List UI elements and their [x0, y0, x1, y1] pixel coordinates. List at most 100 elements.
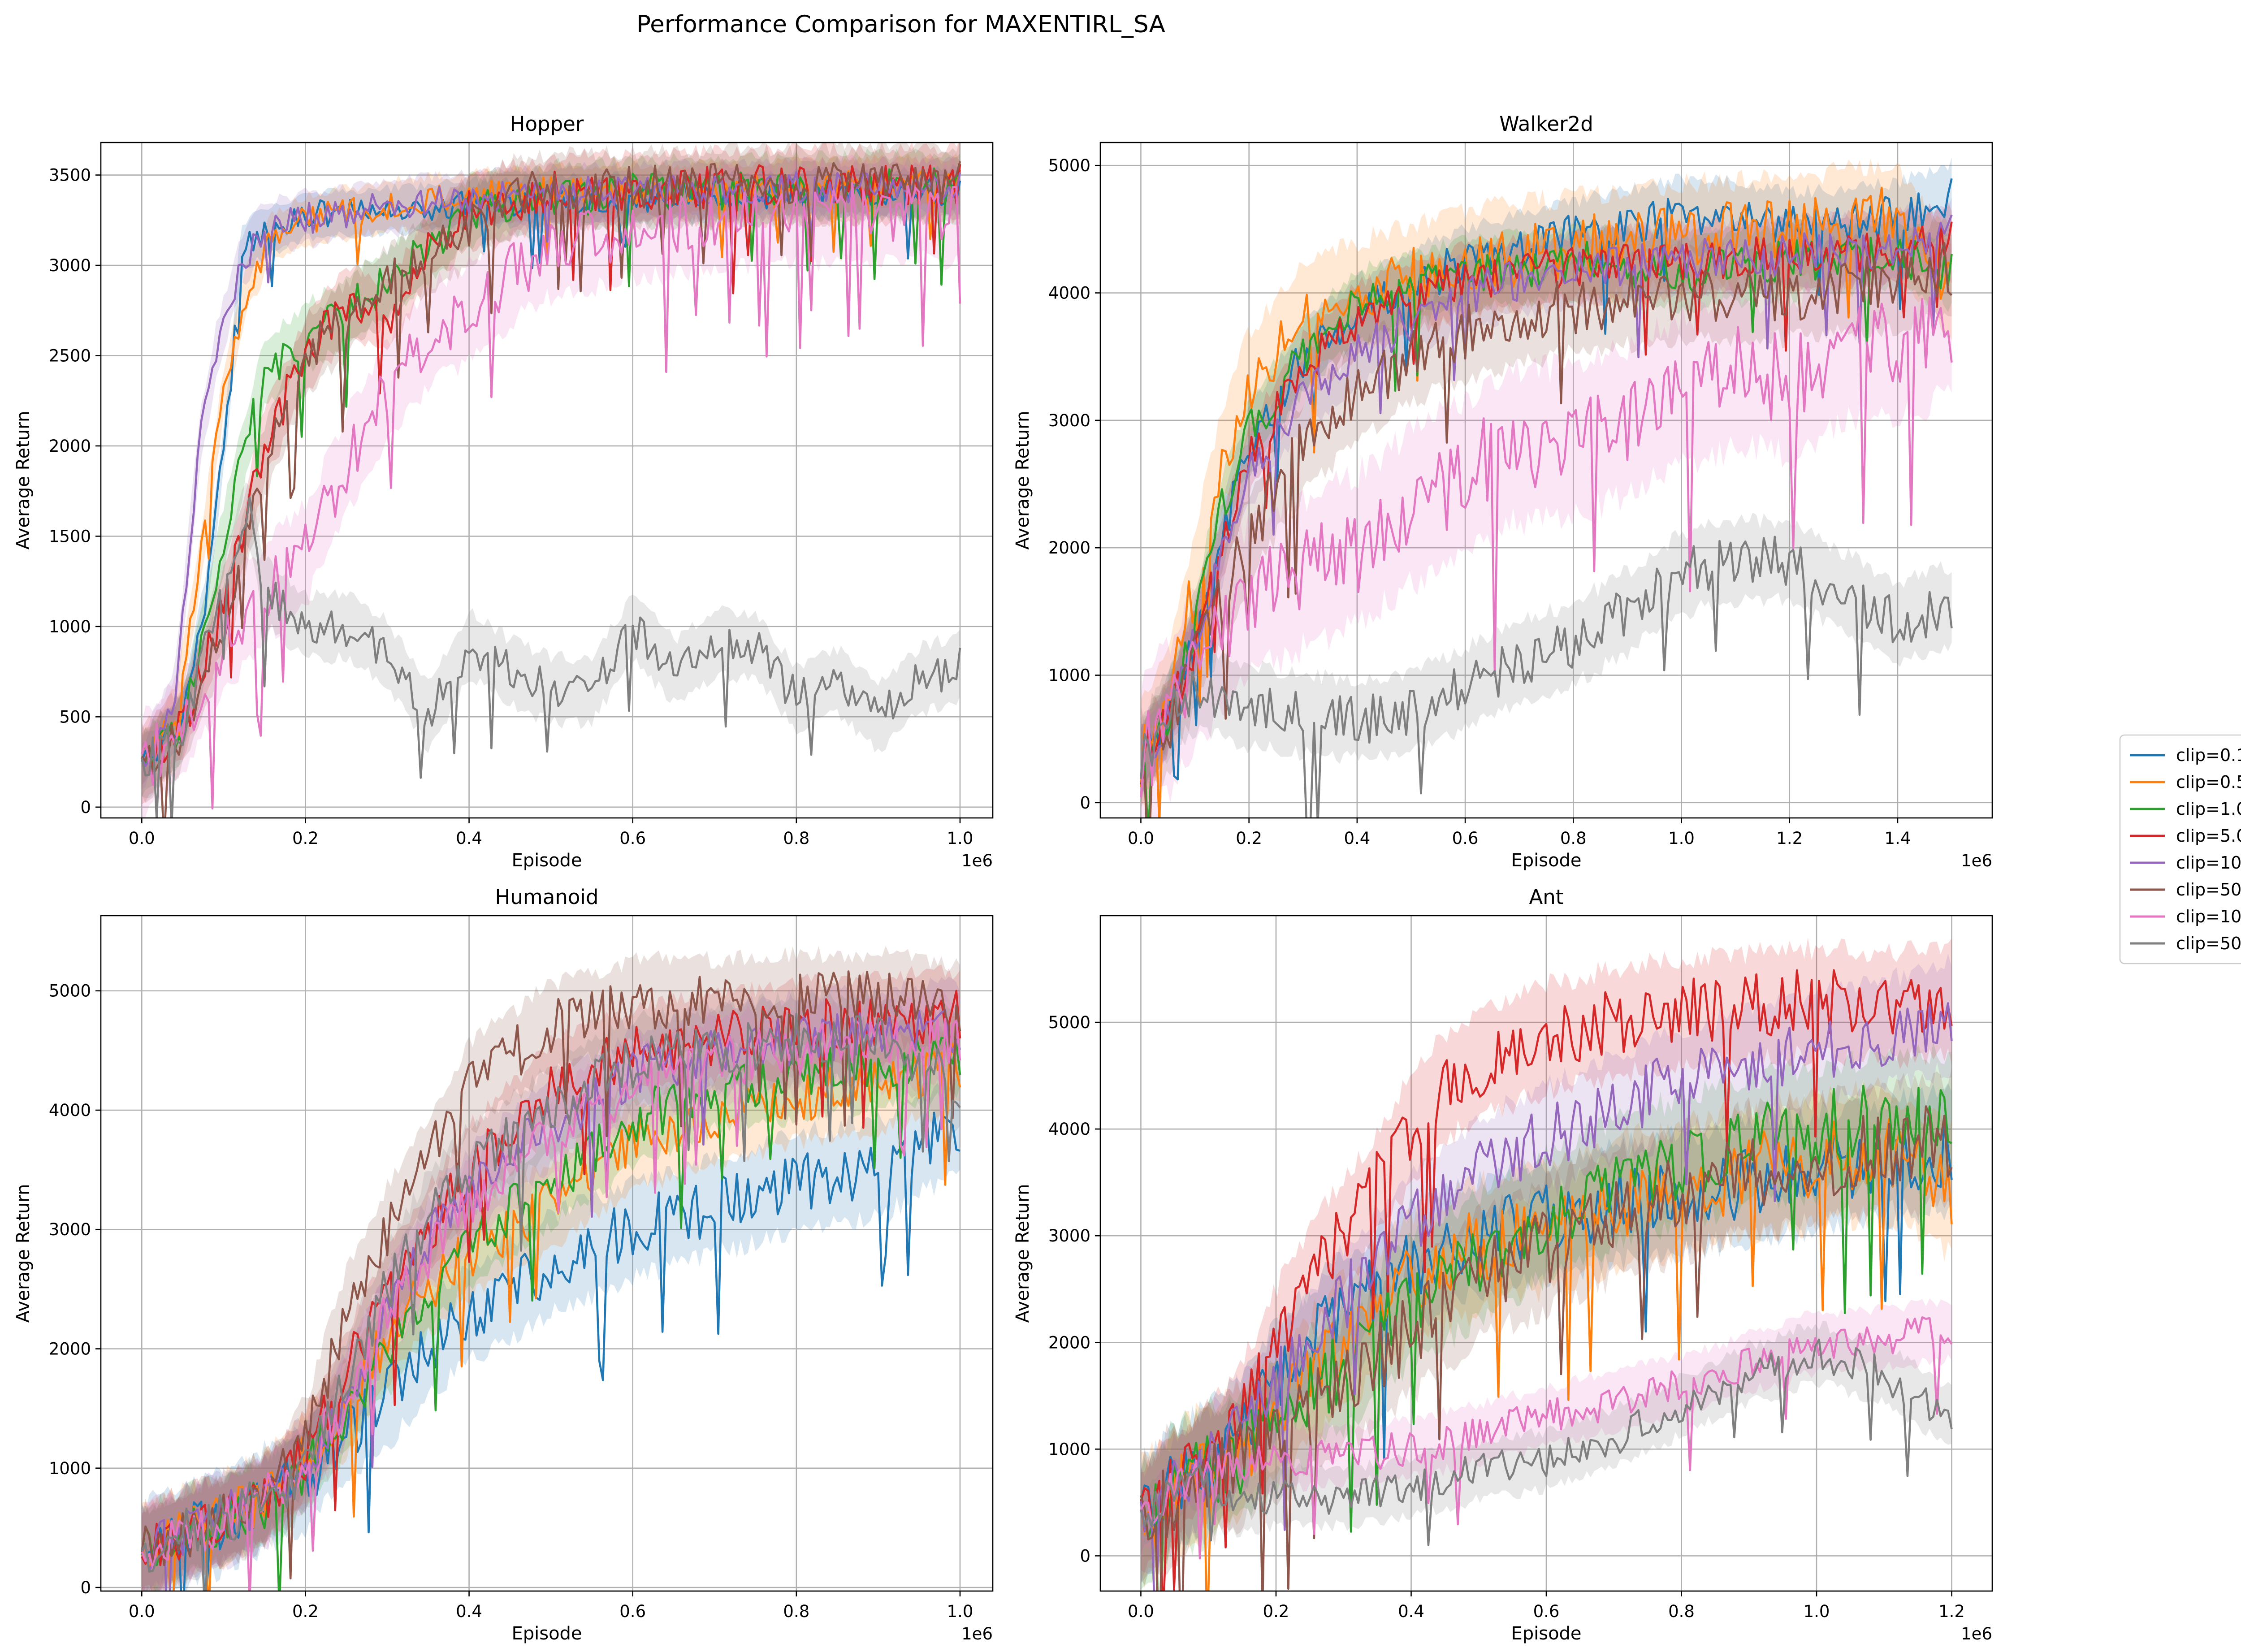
y-tick-label: 4000 [1048, 284, 1090, 303]
y-tick-label: 1000 [1048, 1440, 1090, 1459]
legend-box [2119, 734, 2241, 964]
y-tick-label: 1500 [49, 527, 91, 546]
line-clip=5.0 [141, 990, 961, 1566]
subplot-humanoid: 0.0 0.2 0.4 0.6 0.8 1.0 0 1000 2000 3000 4000 5000 1… [13, 885, 994, 1644]
band-clip=100.0 [1141, 1298, 1952, 1559]
y-axis-label: Average Return [1012, 411, 1033, 550]
band-clip=0.1 [142, 1075, 960, 1591]
y-axis-label: Average Return [13, 411, 34, 550]
y-tick-label: 1000 [49, 617, 91, 636]
y-tick-label: 3000 [49, 256, 91, 275]
figure-title: Performance Comparison for MAXENTIRL_SA [636, 11, 1165, 38]
line-clip=500.0 [141, 496, 961, 818]
x-tick-label: 0.2 [1236, 829, 1262, 848]
line-clip=500.0 [1140, 536, 1953, 818]
y-tick-label: 2500 [49, 346, 91, 365]
x-axis-label: Episode [1511, 1623, 1581, 1644]
x-tick-label: 0.4 [456, 1602, 482, 1621]
band-clip=0.1 [1141, 157, 1952, 794]
subplot-ant: 0.0 0.2 0.4 0.6 0.8 1.0 1.2 0 1000 2000 3000 4000 50… [1012, 885, 1993, 1644]
series-bands [142, 143, 960, 818]
x-tick-label: 0.6 [619, 1602, 646, 1621]
y-tick-label: 3500 [49, 166, 91, 185]
series-lines [1140, 178, 1953, 818]
y-tick-label: 5000 [49, 982, 91, 1001]
line-clip=5.0 [1140, 969, 1953, 1591]
y-tick-label: 4000 [49, 1101, 91, 1120]
subplot-title: Walker2d [1499, 112, 1593, 136]
y-tick-label: 4000 [1048, 1120, 1090, 1139]
line-clip=100.0 [1140, 296, 1953, 798]
y-tick-label: 0 [80, 1578, 91, 1597]
y-tick-label: 5000 [1048, 156, 1090, 175]
y-axis-label: Average Return [1012, 1184, 1033, 1323]
band-clip=1.0 [142, 148, 960, 797]
axes-frame [100, 915, 994, 1592]
y-axis-label: Average Return [13, 1184, 34, 1323]
series-lines [1140, 969, 1953, 1591]
line-clip=0.5 [141, 169, 961, 767]
legend-label: clip=1.0 [2176, 799, 2241, 819]
axes-frame [1099, 142, 1993, 819]
y-tick-label: 3000 [49, 1220, 91, 1239]
x-tick-label: 0.0 [1128, 829, 1154, 848]
band-clip=0.5 [1141, 158, 1952, 806]
y-tick-label: 2000 [1048, 538, 1090, 558]
axes-frame [100, 142, 994, 819]
x-tick-label: 0.0 [129, 829, 155, 848]
line-clip=5.0 [1140, 221, 1953, 779]
x-tick-label: 1.0 [1804, 1602, 1830, 1621]
x-tick-label: 0.2 [292, 1602, 319, 1621]
subplot-title: Humanoid [495, 885, 599, 909]
subplot-hopper: 0.0 0.2 0.4 0.6 0.8 1.0 0 500 1000 1500 2000 2500 30… [13, 112, 994, 871]
y-tick-label: 2000 [49, 1340, 91, 1359]
x-tick-label: 1.4 [1885, 829, 1911, 848]
x-offset-label: 1e6 [961, 1624, 993, 1643]
y-tick-label: 0 [1080, 793, 1090, 813]
series-lines [141, 970, 961, 1591]
x-tick-label: 0.2 [1263, 1602, 1289, 1621]
x-tick-label: 0.8 [783, 1602, 809, 1621]
line-clip=1.0 [1140, 1085, 1952, 1591]
band-clip=50.0 [1141, 216, 1952, 809]
x-tick-label: 0.0 [129, 1602, 155, 1621]
line-clip=10.0 [141, 171, 961, 767]
y-tick-label: 2000 [1048, 1333, 1090, 1352]
line-clip=10.0 [1140, 214, 1953, 778]
x-tick-label: 1.0 [947, 829, 973, 848]
x-tick-label: 1.0 [1668, 829, 1695, 848]
band-clip=5.0 [142, 143, 960, 804]
band-clip=1.0 [142, 1000, 960, 1591]
line-clip=0.1 [1140, 1118, 1953, 1531]
x-offset-label: 1e6 [1961, 851, 1992, 870]
legend-label: clip=500.0 [2176, 934, 2241, 953]
line-clip=50.0 [1140, 1105, 1953, 1591]
y-tick-label: 5000 [1048, 1013, 1090, 1032]
line-clip=500.0 [1140, 1338, 1953, 1546]
line-clip=50.0 [141, 161, 961, 818]
legend-label: clip=100.0 [2176, 907, 2241, 926]
x-tick-label: 0.4 [456, 829, 482, 848]
x-offset-label: 1e6 [1961, 1624, 1992, 1643]
x-tick-label: 0.4 [1344, 829, 1370, 848]
subplot-title: Hopper [510, 112, 584, 136]
x-tick-label: 0.2 [292, 829, 319, 848]
x-tick-label: 0.8 [1668, 1602, 1695, 1621]
band-clip=5.0 [1141, 937, 1952, 1574]
subplot-walker2d: 0.0 0.2 0.4 0.6 0.8 1.0 1.2 1.4 0 1000 2000 3000 400… [1012, 112, 1993, 871]
x-tick-label: 1.2 [1938, 1602, 1965, 1621]
band-clip=0.1 [1141, 1083, 1952, 1585]
band-clip=0.5 [1141, 1077, 1952, 1588]
band-clip=100.0 [142, 152, 960, 818]
legend-label: clip=0.1 [2176, 745, 2241, 765]
y-tick-label: 0 [80, 798, 91, 817]
subplot-title: Ant [1529, 885, 1564, 909]
x-tick-label: 0.6 [1533, 1602, 1560, 1621]
x-tick-label: 1.0 [947, 1602, 973, 1621]
line-clip=50.0 [1140, 242, 1953, 818]
legend-label: clip=0.5 [2176, 772, 2241, 792]
band-clip=500.0 [142, 482, 960, 798]
band-clip=1.0 [1141, 215, 1952, 796]
band-clip=50.0 [142, 143, 960, 803]
